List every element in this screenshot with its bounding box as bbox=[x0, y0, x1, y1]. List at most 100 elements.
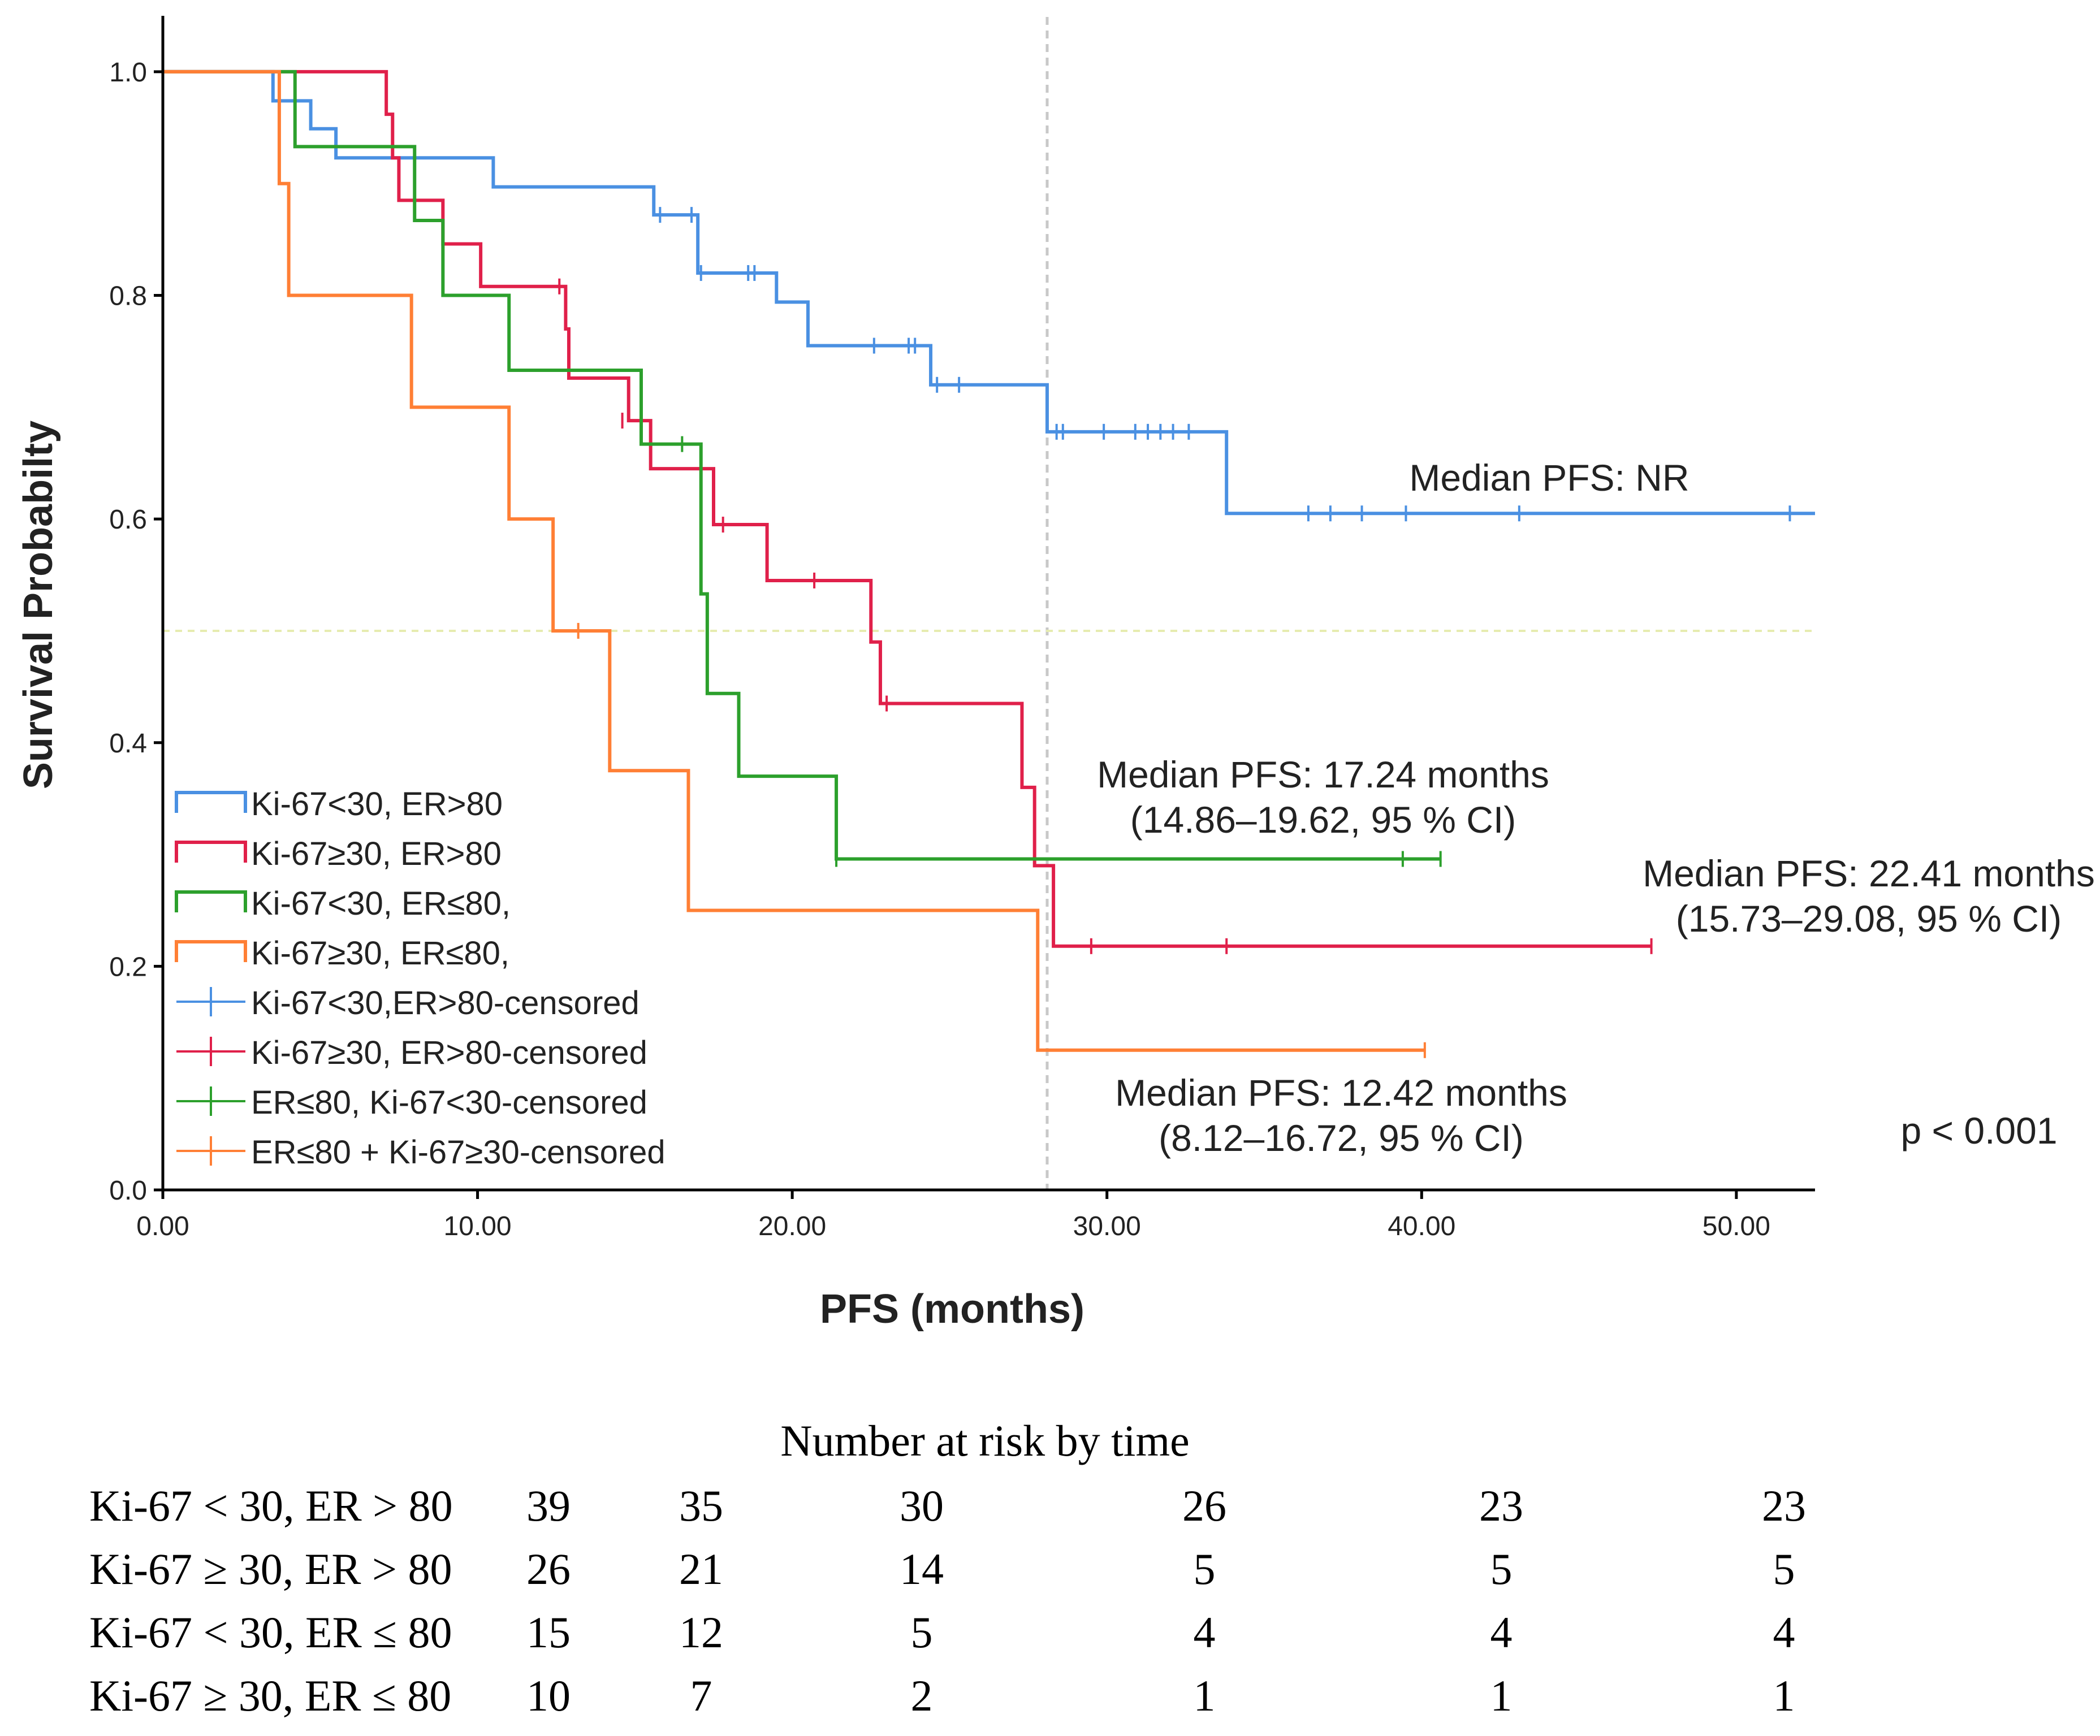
legend-item: Ki-67<30, ER≤80, bbox=[175, 885, 511, 922]
risk-count: 26 bbox=[526, 1544, 571, 1594]
risk-count: 30 bbox=[900, 1481, 944, 1530]
x-axis-title: PFS (months) bbox=[820, 1287, 1084, 1332]
risk-count: 35 bbox=[679, 1481, 723, 1530]
y-tick-label: 1.0 bbox=[109, 58, 147, 88]
legend-label: Ki-67<30, ER>80 bbox=[251, 786, 503, 822]
risk-count: 10 bbox=[526, 1671, 571, 1720]
annotation: Median PFS: 12.42 months(8.12–16.72, 95 … bbox=[1115, 1072, 1567, 1159]
risk-count: 12 bbox=[679, 1608, 723, 1657]
risk-row-label: Ki-67 ≥ 30, ER > 80 bbox=[89, 1544, 452, 1594]
x-tick-label: 30.00 bbox=[1073, 1211, 1141, 1241]
risk-count: 1 bbox=[1773, 1671, 1795, 1720]
annotation: p < 0.001 bbox=[1900, 1110, 2057, 1151]
survival-curve bbox=[163, 70, 1425, 1052]
risk-count: 23 bbox=[1479, 1481, 1523, 1530]
risk-table-row: Ki-67 ≥ 30, ER > 80 26 21 14 5 5 5 bbox=[89, 1544, 1795, 1594]
risk-count: 5 bbox=[911, 1608, 933, 1657]
risk-table-row: Ki-67 < 30, ER ≤ 80 15 12 5 4 4 4 bbox=[89, 1608, 1795, 1657]
legend-censor-swatch bbox=[176, 1086, 245, 1116]
risk-count: 5 bbox=[1194, 1544, 1216, 1594]
risk-count: 1 bbox=[1490, 1671, 1513, 1720]
x-ticks: 0.00 10.00 20.00 30.00 40.00 50.00 bbox=[136, 1190, 1770, 1241]
legend-censor-swatch bbox=[176, 987, 245, 1016]
x-tick-label: 40.00 bbox=[1388, 1211, 1455, 1241]
x-tick-label: 10.00 bbox=[444, 1211, 512, 1241]
y-ticks: 0.0 0.2 0.4 0.6 0.8 1.0 bbox=[109, 58, 163, 1206]
axes bbox=[161, 16, 1815, 1192]
y-tick-label: 0.6 bbox=[109, 505, 147, 535]
y-tick-label: 0.4 bbox=[109, 729, 147, 759]
legend-line-swatch bbox=[175, 841, 247, 863]
legend-item: ER≤80 + Ki-67≥30-censored bbox=[176, 1134, 666, 1171]
reference-lines bbox=[163, 17, 1815, 1190]
survival-curves bbox=[163, 70, 1815, 1058]
ci-label: (14.86–19.62, 95 % CI) bbox=[1130, 799, 1516, 841]
x-tick-label: 20.00 bbox=[758, 1211, 826, 1241]
legend-label: Ki-67≥30, ER>80-censored bbox=[251, 1034, 647, 1071]
risk-row-label: Ki-67 ≥ 30, ER ≤ 80 bbox=[89, 1671, 451, 1720]
ci-label: (8.12–16.72, 95 % CI) bbox=[1159, 1117, 1524, 1159]
p-value-label: p < 0.001 bbox=[1900, 1110, 2057, 1151]
legend-line-swatch bbox=[175, 890, 247, 912]
risk-table: Number at risk by time Ki-67 < 30, ER > 8… bbox=[89, 1416, 1806, 1720]
risk-count: 5 bbox=[1490, 1544, 1513, 1594]
legend-item: Ki-67≥30, ER>80 bbox=[175, 835, 502, 872]
series-4 bbox=[163, 70, 1426, 1058]
x-tick-label: 0.00 bbox=[136, 1211, 189, 1241]
risk-table-row: Ki-67 ≥ 30, ER ≤ 80 10 7 2 1 1 1 bbox=[89, 1671, 1795, 1720]
legend-label: Ki-67≥30, ER≤80, bbox=[251, 935, 509, 972]
x-tick-label: 50.00 bbox=[1703, 1211, 1770, 1241]
risk-count: 15 bbox=[526, 1608, 571, 1657]
legend-censor-swatch bbox=[176, 1037, 245, 1066]
risk-row-label: Ki-67 < 30, ER > 80 bbox=[89, 1481, 453, 1530]
survival-curve bbox=[163, 70, 1441, 861]
risk-count: 26 bbox=[1182, 1481, 1226, 1530]
legend-item: Ki-67≥30, ER≤80, bbox=[175, 935, 509, 972]
median-label: Median PFS: NR bbox=[1409, 457, 1689, 499]
ci-label: (15.73–29.08, 95 % CI) bbox=[1676, 898, 2062, 940]
risk-table-row: Ki-67 < 30, ER > 80 39 35 30 26 23 23 bbox=[89, 1481, 1806, 1530]
annotation: Median PFS: 22.41 months(15.73–29.08, 95… bbox=[1643, 852, 2095, 940]
survival-curve bbox=[163, 70, 1815, 516]
risk-count: 2 bbox=[911, 1671, 933, 1720]
legend-censor-swatch bbox=[176, 1136, 245, 1166]
risk-count: 39 bbox=[526, 1481, 571, 1530]
risk-count: 4 bbox=[1773, 1608, 1795, 1657]
series-3 bbox=[163, 70, 1442, 867]
median-label: Median PFS: 17.24 months bbox=[1097, 754, 1549, 795]
risk-table-title: Number at risk by time bbox=[780, 1416, 1190, 1465]
legend: Ki-67<30, ER>80 Ki-67≥30, ER>80 Ki-67<30, … bbox=[175, 786, 666, 1171]
y-tick-label: 0.8 bbox=[109, 282, 147, 311]
legend-item: ER≤80, Ki-67<30-censored bbox=[176, 1084, 647, 1121]
legend-label: ER≤80 + Ki-67≥30-censored bbox=[251, 1134, 666, 1171]
risk-count: 1 bbox=[1194, 1671, 1216, 1720]
risk-count: 21 bbox=[679, 1544, 723, 1594]
legend-label: Ki-67<30, ER≤80, bbox=[251, 885, 511, 922]
legend-label: Ki-67<30,ER>80-censored bbox=[251, 985, 639, 1021]
annotation: Median PFS: 17.24 months(14.86–19.62, 95… bbox=[1097, 754, 1549, 841]
median-label: Median PFS: 12.42 months bbox=[1115, 1072, 1567, 1114]
y-tick-label: 0.0 bbox=[109, 1176, 147, 1206]
annotation: Median PFS: NR bbox=[1409, 457, 1689, 499]
risk-count: 4 bbox=[1490, 1608, 1513, 1657]
median-label: Median PFS: 22.41 months bbox=[1643, 852, 2095, 894]
risk-row-label: Ki-67 < 30, ER ≤ 80 bbox=[89, 1608, 452, 1657]
legend-item: Ki-67≥30, ER>80-censored bbox=[176, 1034, 647, 1071]
risk-count: 4 bbox=[1194, 1608, 1216, 1657]
risk-count: 14 bbox=[900, 1544, 944, 1594]
legend-label: Ki-67≥30, ER>80 bbox=[251, 835, 502, 872]
legend-line-swatch bbox=[175, 940, 247, 962]
legend-item: Ki-67<30, ER>80 bbox=[175, 786, 503, 822]
legend-label: ER≤80, Ki-67<30-censored bbox=[251, 1084, 647, 1121]
y-tick-label: 0.2 bbox=[109, 952, 147, 982]
y-axis-title: Survival Probabilty bbox=[16, 421, 61, 789]
series-1 bbox=[163, 70, 1815, 522]
risk-count: 5 bbox=[1773, 1544, 1795, 1594]
legend-item: Ki-67<30,ER>80-censored bbox=[176, 985, 639, 1021]
legend-line-swatch bbox=[175, 791, 247, 813]
risk-count: 7 bbox=[690, 1671, 712, 1720]
risk-count: 23 bbox=[1762, 1481, 1806, 1530]
